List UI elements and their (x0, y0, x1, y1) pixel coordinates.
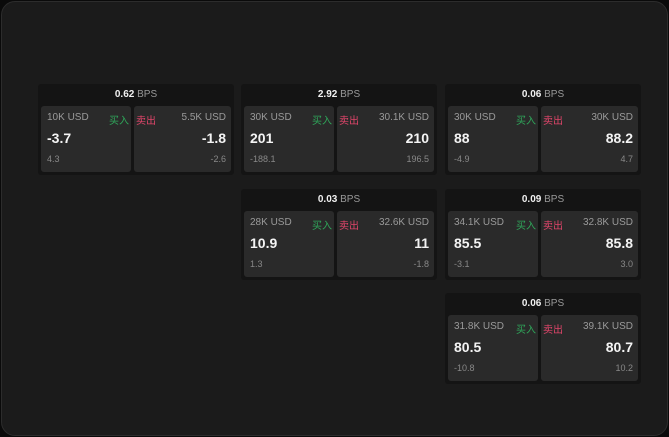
spread-value: 0.06 (521, 298, 542, 309)
sell-label: 卖出 (543, 116, 563, 127)
quote-panel: 0.03 BPS 28K USD 买入 10.9 1.3 卖出 32.6K US… (241, 189, 437, 280)
quote-panel: 2.92 BPS 30K USD 买入 201 -188.1 卖出 30.1K … (241, 84, 437, 175)
sell-price: 11 (414, 235, 429, 251)
quote-panel: 0.06 BPS 31.8K USD 买入 80.5 -10.8 卖出 39.1… (445, 293, 641, 384)
sell-price: 210 (405, 130, 429, 146)
sell-label: 卖出 (136, 116, 156, 127)
buy-button[interactable]: 10K USD 买入 -3.7 4.3 (41, 106, 131, 172)
buy-change: -4.9 (454, 154, 470, 164)
spread-value: 0.03 (317, 194, 338, 205)
buy-label: 买入 (516, 221, 536, 232)
sell-button[interactable]: 卖出 30.1K USD 210 196.5 (337, 106, 434, 172)
buy-button[interactable]: 28K USD 买入 10.9 1.3 (244, 211, 334, 277)
buy-size: 30K USD (250, 112, 292, 123)
spread-value: 0.09 (521, 194, 542, 205)
sell-button[interactable]: 卖出 32.6K USD 11 -1.8 (337, 211, 434, 277)
quote-panel: 0.09 BPS 34.1K USD 买入 85.5 -3.1 卖出 32.8K… (445, 189, 641, 280)
spread-unit: BPS (137, 89, 158, 100)
buy-price: -3.7 (47, 130, 72, 146)
sell-change: 3.0 (620, 259, 633, 269)
sell-label: 卖出 (339, 116, 359, 127)
spread-header: 0.62 BPS (38, 84, 234, 105)
sell-price: 88.2 (605, 130, 633, 146)
sell-change: -2.6 (210, 154, 226, 164)
buy-button[interactable]: 30K USD 买入 201 -188.1 (244, 106, 334, 172)
buy-change: -188.1 (250, 154, 276, 164)
sell-size: 30.1K USD (378, 112, 429, 123)
buy-change: 4.3 (47, 154, 60, 164)
sell-button[interactable]: 卖出 5.5K USD -1.8 -2.6 (134, 106, 231, 172)
buy-change: 1.3 (250, 259, 263, 269)
buy-label: 买入 (516, 325, 536, 336)
buy-label: 买入 (109, 116, 129, 127)
spread-header: 0.09 BPS (445, 189, 641, 210)
spread-header: 0.06 BPS (445, 293, 641, 314)
buy-price: 201 (250, 130, 274, 146)
sell-size: 32.6K USD (378, 217, 429, 228)
spread-header: 0.03 BPS (241, 189, 437, 210)
spread-value: 0.62 (114, 89, 135, 100)
sell-price: 80.7 (605, 339, 633, 355)
buy-label: 买入 (516, 116, 536, 127)
sell-label: 卖出 (543, 221, 563, 232)
spread-unit: BPS (544, 298, 565, 309)
sell-size: 39.1K USD (582, 321, 633, 332)
sell-change: 4.7 (620, 154, 633, 164)
sell-price: 85.8 (605, 235, 633, 251)
sell-label: 卖出 (543, 325, 563, 336)
spread-unit: BPS (340, 89, 361, 100)
buy-button[interactable]: 31.8K USD 买入 80.5 -10.8 (448, 315, 538, 381)
buy-price: 80.5 (454, 339, 482, 355)
buy-price: 10.9 (250, 235, 278, 251)
sell-button[interactable]: 卖出 32.8K USD 85.8 3.0 (541, 211, 638, 277)
sell-price: -1.8 (201, 130, 226, 146)
spread-header: 0.06 BPS (445, 84, 641, 105)
sell-button[interactable]: 卖出 30K USD 88.2 4.7 (541, 106, 638, 172)
spread-value: 0.06 (521, 89, 542, 100)
buy-size: 28K USD (250, 217, 292, 228)
buy-label: 买入 (312, 221, 332, 232)
buy-price: 88 (454, 130, 470, 146)
buy-size: 31.8K USD (454, 321, 505, 332)
spread-unit: BPS (544, 89, 565, 100)
sell-size: 30K USD (591, 112, 633, 123)
buy-label: 买入 (312, 116, 332, 127)
quote-panel: 0.62 BPS 10K USD 买入 -3.7 4.3 卖出 5.5K USD… (38, 84, 234, 175)
spread-unit: BPS (340, 194, 361, 205)
quote-panel: 0.06 BPS 30K USD 买入 88 -4.9 卖出 30K USD 8… (445, 84, 641, 175)
sell-size: 32.8K USD (582, 217, 633, 228)
sell-button[interactable]: 卖出 39.1K USD 80.7 10.2 (541, 315, 638, 381)
buy-change: -10.8 (454, 363, 475, 373)
sell-change: -1.8 (413, 259, 429, 269)
buy-size: 30K USD (454, 112, 496, 123)
sell-change: 196.5 (406, 154, 429, 164)
sell-label: 卖出 (339, 221, 359, 232)
buy-button[interactable]: 34.1K USD 买入 85.5 -3.1 (448, 211, 538, 277)
buy-change: -3.1 (454, 259, 470, 269)
buy-size: 34.1K USD (454, 217, 505, 228)
sell-change: 10.2 (615, 363, 633, 373)
sell-size: 5.5K USD (181, 112, 226, 123)
buy-size: 10K USD (47, 112, 89, 123)
spread-unit: BPS (544, 194, 565, 205)
spread-header: 2.92 BPS (241, 84, 437, 105)
buy-button[interactable]: 30K USD 买入 88 -4.9 (448, 106, 538, 172)
buy-price: 85.5 (454, 235, 482, 251)
spread-value: 2.92 (317, 89, 338, 100)
